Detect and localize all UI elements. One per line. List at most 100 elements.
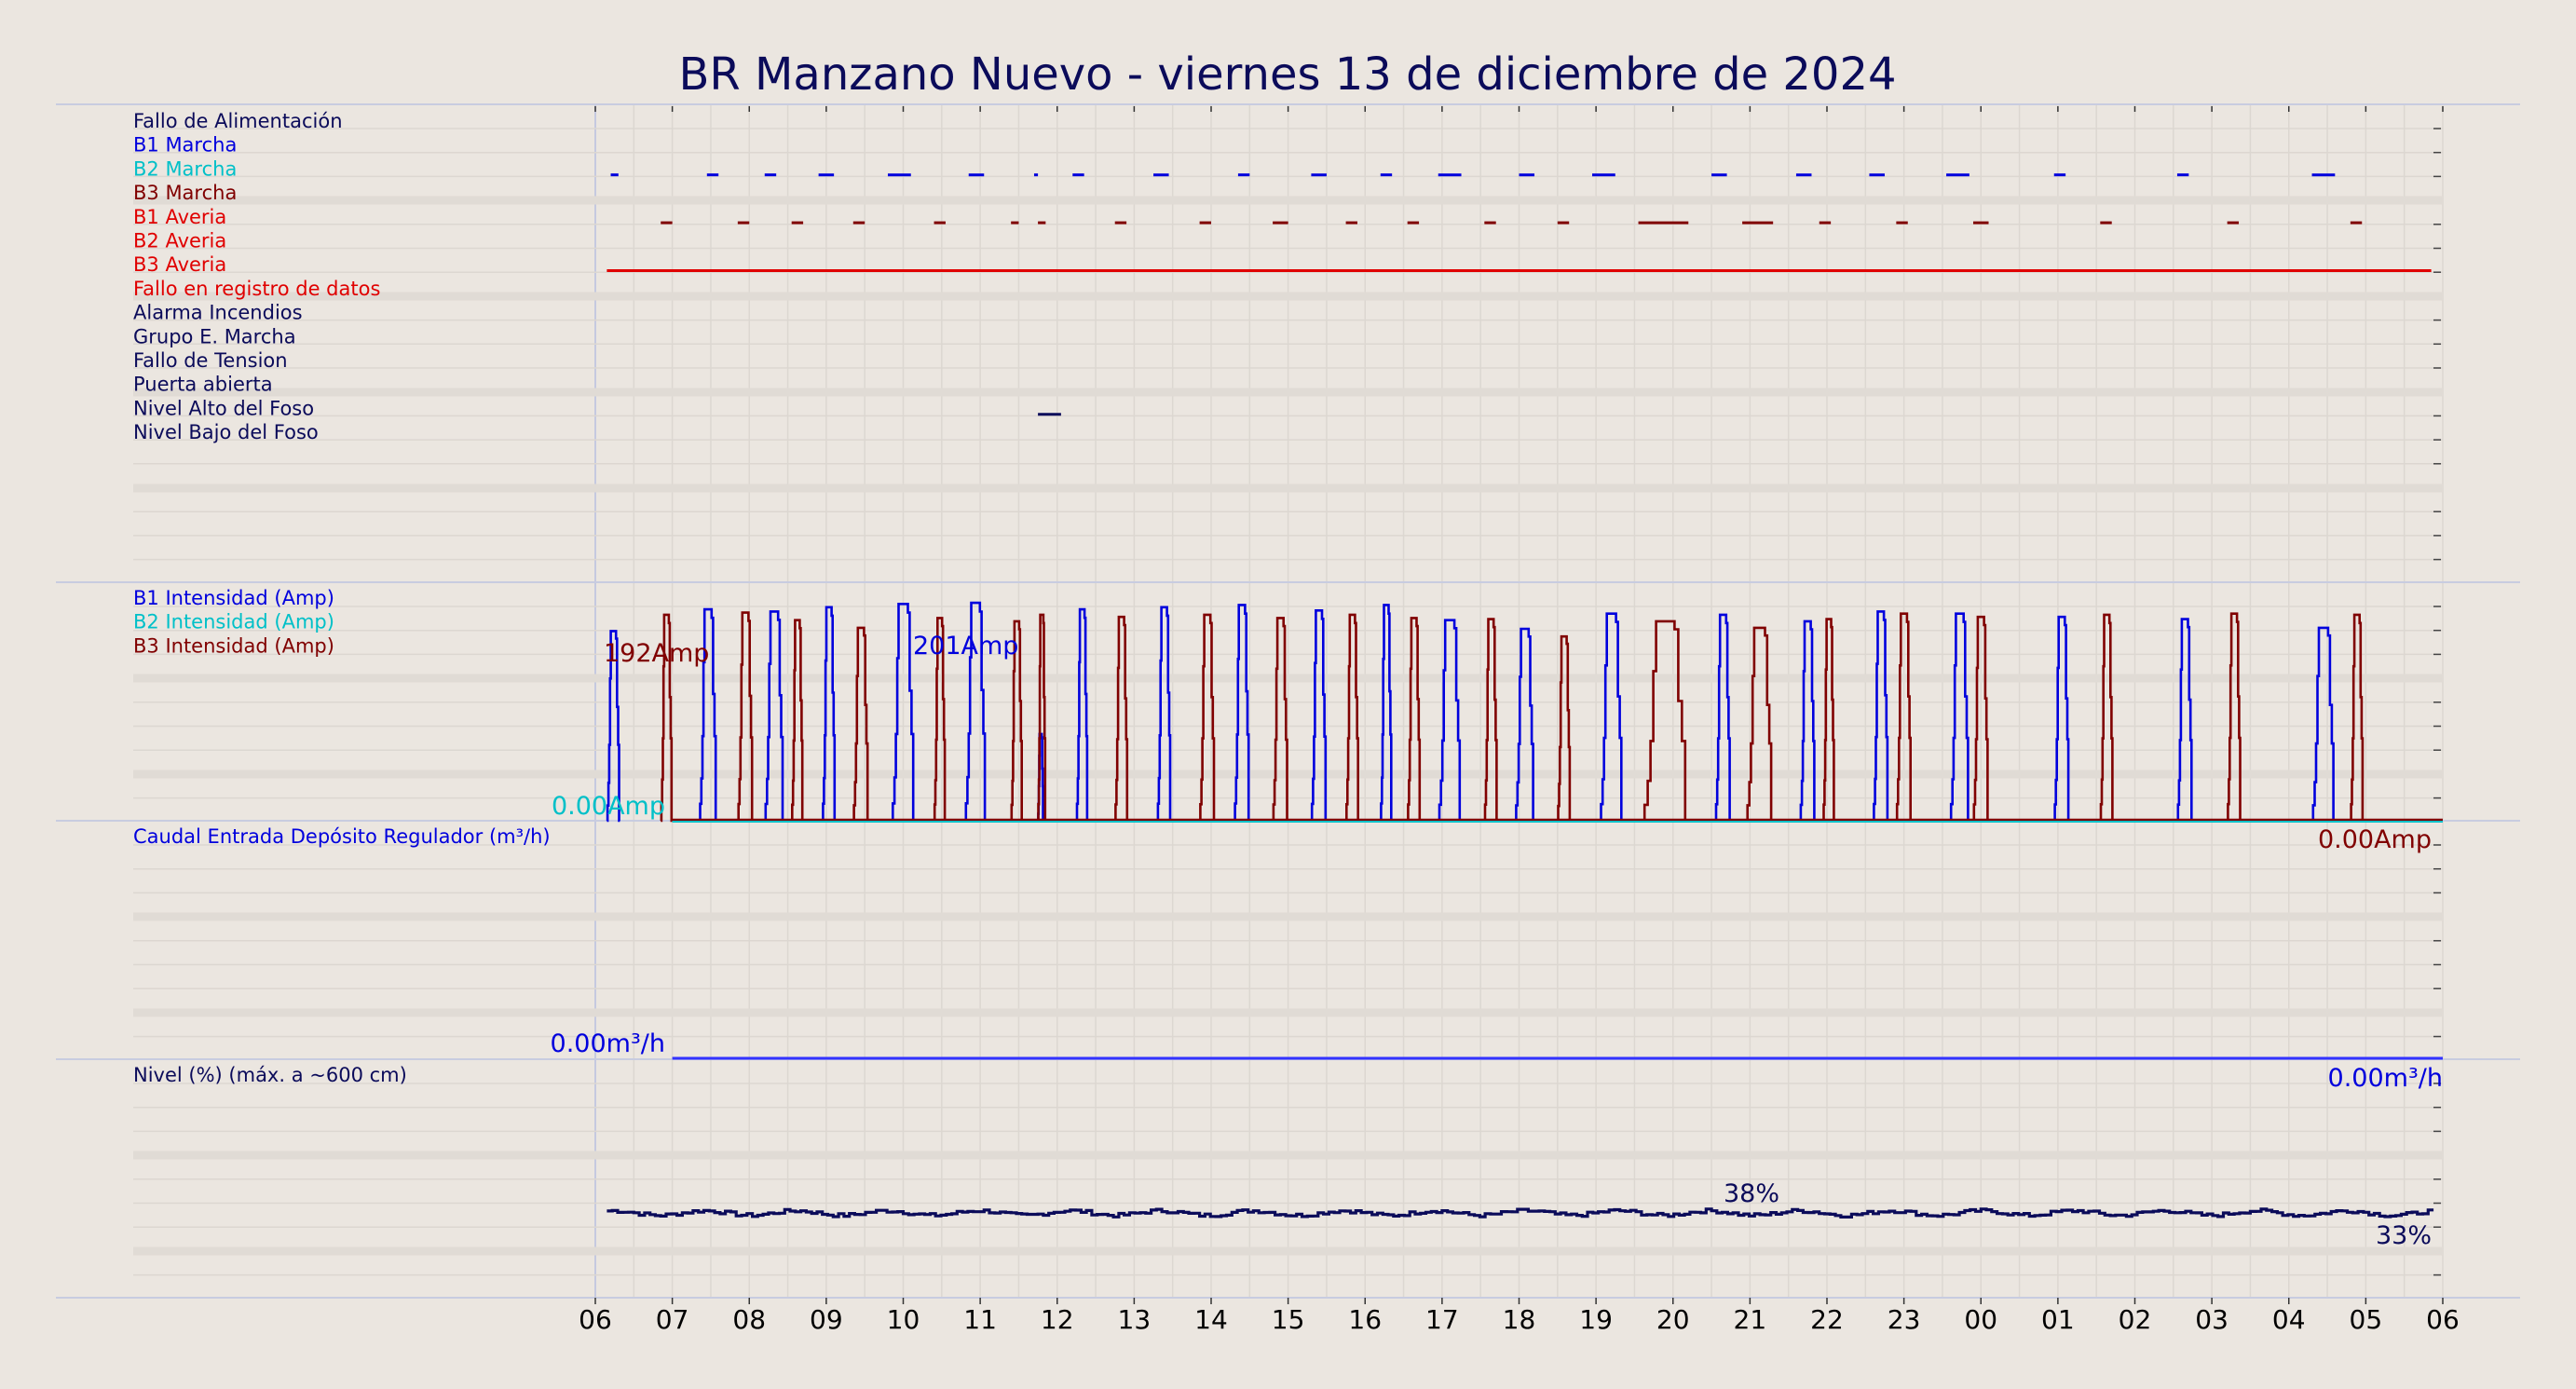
x-tick-label: 13 bbox=[1118, 1304, 1152, 1335]
x-tick-label: 22 bbox=[1810, 1304, 1844, 1335]
current-series-line bbox=[1972, 615, 1989, 823]
current-series-line bbox=[699, 607, 717, 823]
x-tick-label: 14 bbox=[1194, 1304, 1228, 1335]
current-series-line bbox=[1600, 612, 1623, 823]
chart-title: BR Manzano Nuevo - viernes 13 de diciemb… bbox=[678, 48, 1896, 101]
chart-marks bbox=[606, 173, 2443, 1219]
signal-label: B1 Averia bbox=[133, 206, 226, 228]
current-series-line bbox=[1075, 607, 1089, 823]
current-series-line bbox=[1822, 618, 1835, 823]
current-series-line bbox=[933, 617, 947, 823]
x-axis: 06 07 08 09 10 11 12 13 14 15 16 17 18 19 20 21 22 23 00 01… bbox=[579, 106, 2460, 1335]
signal-label: Fallo de Tension bbox=[133, 349, 288, 372]
current-series-line bbox=[1746, 626, 1774, 823]
current-series-line bbox=[822, 606, 837, 823]
signal-label: Nivel Bajo del Foso bbox=[133, 421, 319, 443]
current-series-line bbox=[790, 619, 804, 823]
x-tick-label: 08 bbox=[732, 1304, 766, 1335]
current-series-line bbox=[891, 602, 915, 823]
current-series-line bbox=[852, 626, 869, 823]
level-series-line bbox=[607, 1207, 2434, 1219]
current-series-line bbox=[1380, 604, 1393, 823]
current-series-line bbox=[1310, 608, 1328, 823]
current-series-line bbox=[1949, 612, 1969, 823]
current-series-line bbox=[1895, 612, 1912, 823]
signal-label: B3 Marcha bbox=[133, 182, 237, 204]
x-tick-label: 04 bbox=[2272, 1304, 2306, 1335]
current-legend-label: B3 Intensidad (Amp) bbox=[133, 634, 334, 657]
current-annotation: 192Amp bbox=[604, 639, 709, 668]
current-series-line bbox=[2311, 626, 2336, 823]
level-label: Nivel (%) (máx. a ~600 cm) bbox=[133, 1064, 407, 1086]
current-series-line bbox=[2227, 612, 2242, 823]
current-series-line bbox=[1114, 615, 1129, 823]
current-series-line bbox=[1799, 620, 1816, 823]
level-annotation: 38% bbox=[1724, 1179, 1779, 1208]
current-series-line bbox=[1272, 617, 1288, 823]
current-legend-label: B1 Intensidad (Amp) bbox=[133, 587, 334, 609]
current-series-line bbox=[1010, 620, 1023, 823]
current-series-line bbox=[737, 611, 754, 823]
grid bbox=[133, 104, 2444, 1298]
x-tick-label: 07 bbox=[656, 1304, 689, 1335]
signal-label: Puerta abierta bbox=[133, 374, 273, 396]
flow-label: Caudal Entrada Depósito Regulador (m³/h) bbox=[133, 825, 551, 848]
flow-annotation: 0.00m³/h bbox=[2328, 1064, 2443, 1093]
signal-label: Fallo de Alimentación bbox=[133, 110, 343, 132]
signal-label: B3 Averia bbox=[133, 253, 226, 276]
signal-label: B1 Marcha bbox=[133, 134, 237, 157]
x-tick-label: 15 bbox=[1272, 1304, 1305, 1335]
current-annotation: 201Amp bbox=[913, 632, 1018, 660]
x-tick-label: 10 bbox=[887, 1304, 920, 1335]
current-series-line bbox=[1407, 617, 1422, 823]
current-series-line bbox=[764, 610, 784, 823]
x-tick-label: 23 bbox=[1888, 1304, 1921, 1335]
current-series-line bbox=[1233, 604, 1250, 823]
current-series-line bbox=[1873, 610, 1889, 823]
signal-label: Nivel Alto del Foso bbox=[133, 397, 314, 419]
current-series-line bbox=[2350, 613, 2365, 823]
signal-label: Grupo E. Marcha bbox=[133, 325, 296, 347]
signal-label: Alarma Incendios bbox=[133, 302, 303, 324]
current-annotation: 0.00Amp bbox=[552, 792, 665, 821]
signal-label: Fallo en registro de datos bbox=[133, 278, 380, 300]
x-tick-label: 12 bbox=[1041, 1304, 1074, 1335]
current-legend-label: B2 Intensidad (Amp) bbox=[133, 611, 334, 633]
x-tick-label: 19 bbox=[1579, 1304, 1613, 1335]
x-tick-label: 09 bbox=[810, 1304, 843, 1335]
current-series-line bbox=[1345, 613, 1359, 823]
current-series-line bbox=[964, 601, 987, 823]
x-tick-label: 11 bbox=[963, 1304, 997, 1335]
level-annotation: 33% bbox=[2376, 1221, 2432, 1250]
x-tick-label: 06 bbox=[2426, 1304, 2460, 1335]
current-series-line bbox=[1515, 627, 1534, 823]
current-series-line bbox=[606, 630, 620, 823]
x-tick-label: 06 bbox=[579, 1304, 612, 1335]
current-series-line bbox=[1642, 620, 1689, 823]
x-tick-label: 00 bbox=[1964, 1304, 1997, 1335]
current-annotation: 0.00Amp bbox=[2318, 825, 2432, 854]
current-series-line bbox=[1199, 613, 1216, 823]
current-series-line bbox=[1156, 606, 1172, 823]
current-series-line bbox=[1438, 619, 1462, 823]
current-series-line bbox=[2176, 618, 2193, 823]
signal-label: B2 Averia bbox=[133, 230, 226, 252]
x-tick-label: 16 bbox=[1348, 1304, 1382, 1335]
x-tick-label: 21 bbox=[1734, 1304, 1767, 1335]
current-series-line bbox=[1557, 634, 1572, 823]
current-series-line bbox=[1714, 613, 1731, 823]
x-tick-label: 20 bbox=[1656, 1304, 1690, 1335]
x-tick-label: 02 bbox=[2119, 1304, 2152, 1335]
current-series-line bbox=[660, 613, 674, 823]
flow-annotation: 0.00m³/h bbox=[551, 1029, 665, 1058]
x-tick-label: 05 bbox=[2350, 1304, 2383, 1335]
signal-label: B2 Marcha bbox=[133, 157, 237, 180]
x-tick-label: 01 bbox=[2041, 1304, 2075, 1335]
current-series-line bbox=[2099, 613, 2114, 823]
x-tick-label: 18 bbox=[1503, 1304, 1536, 1335]
x-tick-label: 03 bbox=[2195, 1304, 2228, 1335]
current-series-line bbox=[2053, 615, 2070, 823]
x-tick-label: 17 bbox=[1425, 1304, 1459, 1335]
